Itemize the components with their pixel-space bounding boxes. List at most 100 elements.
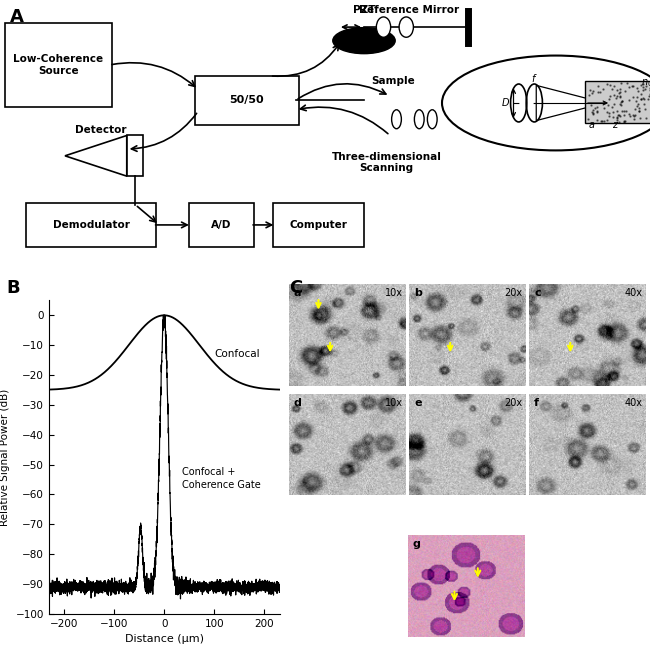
Point xyxy=(628,109,638,119)
Point xyxy=(604,80,615,90)
Point xyxy=(619,116,629,126)
Point xyxy=(645,82,650,93)
Point xyxy=(624,82,634,92)
Point xyxy=(647,108,650,119)
Text: a: a xyxy=(588,119,595,130)
Point xyxy=(586,100,596,110)
Point xyxy=(628,92,638,103)
Point xyxy=(605,91,616,102)
Point xyxy=(616,100,626,110)
Point xyxy=(599,97,609,107)
Text: B: B xyxy=(6,279,20,298)
Point xyxy=(604,93,614,104)
Point xyxy=(620,86,630,96)
Text: f: f xyxy=(531,74,535,84)
Point xyxy=(616,78,626,88)
Point xyxy=(631,101,642,111)
Point xyxy=(583,114,593,124)
Point xyxy=(594,88,604,98)
Text: Confocal: Confocal xyxy=(214,349,260,359)
Text: Detector: Detector xyxy=(75,125,126,135)
Point xyxy=(629,111,640,121)
Point xyxy=(614,86,625,97)
Point xyxy=(613,110,623,121)
Point xyxy=(617,106,627,116)
Point xyxy=(606,102,617,112)
Point xyxy=(620,116,630,126)
Point xyxy=(592,103,603,113)
Point xyxy=(634,103,645,113)
Point xyxy=(599,116,609,126)
Point xyxy=(632,91,642,102)
Point xyxy=(625,111,635,121)
Point xyxy=(634,106,644,116)
Text: Confocal +
Coherence Gate: Confocal + Coherence Gate xyxy=(182,468,261,490)
Point xyxy=(608,89,619,100)
Point xyxy=(614,116,625,127)
Point xyxy=(602,107,612,118)
Text: C: C xyxy=(289,279,302,298)
Point xyxy=(616,97,627,108)
Ellipse shape xyxy=(376,17,391,37)
Point xyxy=(604,108,614,118)
Point xyxy=(647,91,650,101)
Point xyxy=(612,114,622,125)
Point xyxy=(614,110,624,121)
Point xyxy=(612,85,622,95)
Y-axis label: Relative Signal Power (dB): Relative Signal Power (dB) xyxy=(0,389,10,526)
Point xyxy=(612,106,622,116)
Point xyxy=(595,116,606,126)
Text: D: D xyxy=(502,98,510,108)
Point xyxy=(585,85,595,95)
Text: A: A xyxy=(10,8,23,26)
FancyBboxPatch shape xyxy=(195,76,299,125)
Point xyxy=(608,112,618,122)
Point xyxy=(628,80,638,91)
Point xyxy=(614,88,624,98)
Point xyxy=(612,90,622,101)
FancyBboxPatch shape xyxy=(273,203,364,247)
Point xyxy=(607,107,618,118)
Point xyxy=(640,112,650,123)
FancyBboxPatch shape xyxy=(127,135,143,176)
Point xyxy=(615,99,625,110)
Point xyxy=(638,82,648,93)
Text: Three-dimensional
Scanning: Three-dimensional Scanning xyxy=(332,151,442,174)
Point xyxy=(636,93,646,104)
Point xyxy=(592,105,602,116)
Point xyxy=(641,80,650,91)
Point xyxy=(593,87,603,97)
Point xyxy=(609,81,619,91)
Polygon shape xyxy=(65,135,127,176)
Point xyxy=(629,114,639,125)
Point xyxy=(607,84,618,95)
Point xyxy=(611,93,621,103)
Point xyxy=(648,110,650,121)
Point xyxy=(630,104,640,115)
Point xyxy=(648,96,650,106)
Text: e: e xyxy=(414,398,421,407)
Point xyxy=(638,84,648,95)
Point xyxy=(599,103,610,113)
Text: 40x: 40x xyxy=(625,288,643,298)
Point xyxy=(615,111,625,121)
Point xyxy=(640,84,650,95)
Point xyxy=(647,79,650,89)
Text: $n_0$: $n_0$ xyxy=(641,77,650,89)
Point xyxy=(636,89,647,99)
Point xyxy=(627,81,637,91)
Text: z: z xyxy=(612,119,617,130)
Point xyxy=(584,90,594,101)
Ellipse shape xyxy=(428,110,437,129)
Text: 20x: 20x xyxy=(504,398,523,407)
Text: 20x: 20x xyxy=(504,288,523,298)
Point xyxy=(603,99,613,110)
Text: 10x: 10x xyxy=(385,288,402,298)
FancyBboxPatch shape xyxy=(585,81,650,123)
Text: 40x: 40x xyxy=(625,398,643,407)
Point xyxy=(588,86,599,96)
Point xyxy=(612,113,623,123)
Point xyxy=(604,110,614,121)
Point xyxy=(644,91,650,101)
Point xyxy=(618,96,628,106)
